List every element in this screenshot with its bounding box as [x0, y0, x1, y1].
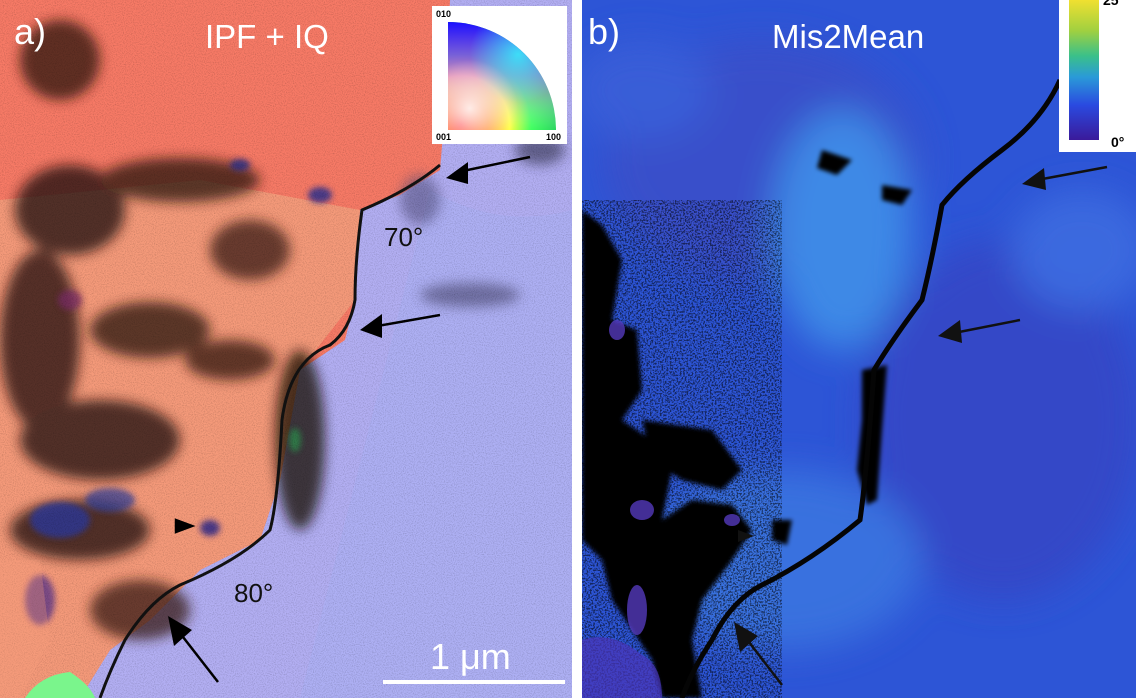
- ipf-iq-map-panel: a) IPF + IQ 70° 80° 1 μm: [0, 0, 572, 698]
- colorbar-legend: 25° 0°: [1059, 0, 1136, 152]
- mis2mean-map-panel: b) Mis2Mean 25° 0°: [582, 0, 1136, 698]
- panel-divider: [572, 0, 582, 698]
- panel-title-a: IPF + IQ: [205, 18, 329, 55]
- scale-bar-label: 1 μm: [430, 636, 511, 677]
- arrowhead-inner-b: [738, 530, 754, 542]
- angle-label-bottom: 80°: [234, 578, 274, 608]
- colorbar-min-label: 0°: [1111, 134, 1125, 150]
- ipf-legend: 010 001 100: [432, 6, 567, 144]
- arrow-middle-b: [953, 318, 1021, 335]
- boundary-arrows-b: [734, 165, 1108, 686]
- mis2mean-map: [582, 0, 1136, 698]
- panel-label-b: b): [588, 11, 621, 52]
- arrow-top-b: [1036, 165, 1108, 182]
- arrow-top: [456, 155, 531, 176]
- panel-title-b: Mis2Mean: [772, 18, 925, 55]
- arrow-middle: [370, 313, 441, 331]
- scale-bar: [383, 680, 565, 684]
- ipf-label-001: 001: [436, 132, 452, 142]
- ipf-label-100: 100: [546, 132, 562, 142]
- angle-label-top: 70°: [384, 222, 424, 252]
- boundary-arrows-a: [168, 155, 531, 683]
- ipf-color-key: [448, 22, 556, 130]
- arrowhead-inner: [174, 518, 196, 534]
- colorbar-gradient: [1069, 0, 1099, 140]
- panel-label-a: a): [14, 11, 47, 52]
- colorbar-max-label: 25°: [1103, 0, 1125, 8]
- ipf-label-010: 010: [436, 9, 452, 19]
